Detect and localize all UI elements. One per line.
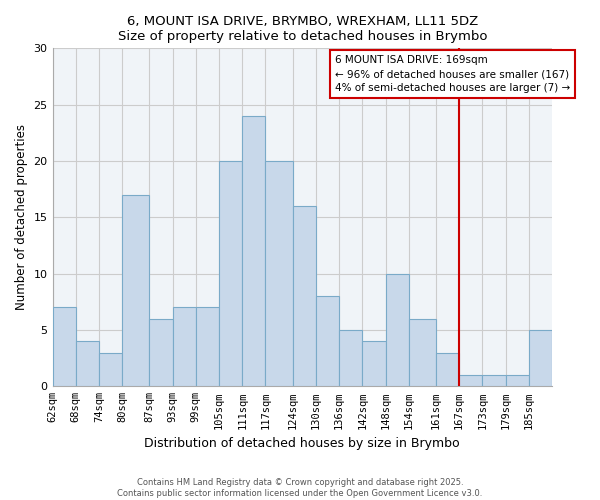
Text: Contains HM Land Registry data © Crown copyright and database right 2025.
Contai: Contains HM Land Registry data © Crown c… (118, 478, 482, 498)
Bar (99, 352, 122, 386)
Bar (506, 375, 529, 386)
X-axis label: Distribution of detached houses by size in Brymbo: Distribution of detached houses by size … (145, 437, 460, 450)
Bar (219, 161, 242, 386)
Bar (362, 341, 386, 386)
Bar (386, 274, 409, 386)
Bar (196, 308, 219, 386)
Bar (459, 375, 482, 386)
Bar (173, 308, 196, 386)
Bar (482, 375, 506, 386)
Bar (122, 195, 149, 386)
Bar (76, 341, 99, 386)
Bar (242, 116, 265, 386)
Bar (316, 296, 339, 386)
Bar (409, 318, 436, 386)
Bar (265, 161, 293, 386)
Bar (529, 330, 552, 386)
Title: 6, MOUNT ISA DRIVE, BRYMBO, WREXHAM, LL11 5DZ
Size of property relative to detac: 6, MOUNT ISA DRIVE, BRYMBO, WREXHAM, LL1… (118, 15, 487, 43)
Bar (53, 308, 76, 386)
Bar (149, 318, 173, 386)
Bar (436, 352, 459, 386)
Text: 6 MOUNT ISA DRIVE: 169sqm
← 96% of detached houses are smaller (167)
4% of semi-: 6 MOUNT ISA DRIVE: 169sqm ← 96% of detac… (335, 55, 570, 93)
Bar (339, 330, 362, 386)
Bar (293, 206, 316, 386)
Y-axis label: Number of detached properties: Number of detached properties (15, 124, 28, 310)
